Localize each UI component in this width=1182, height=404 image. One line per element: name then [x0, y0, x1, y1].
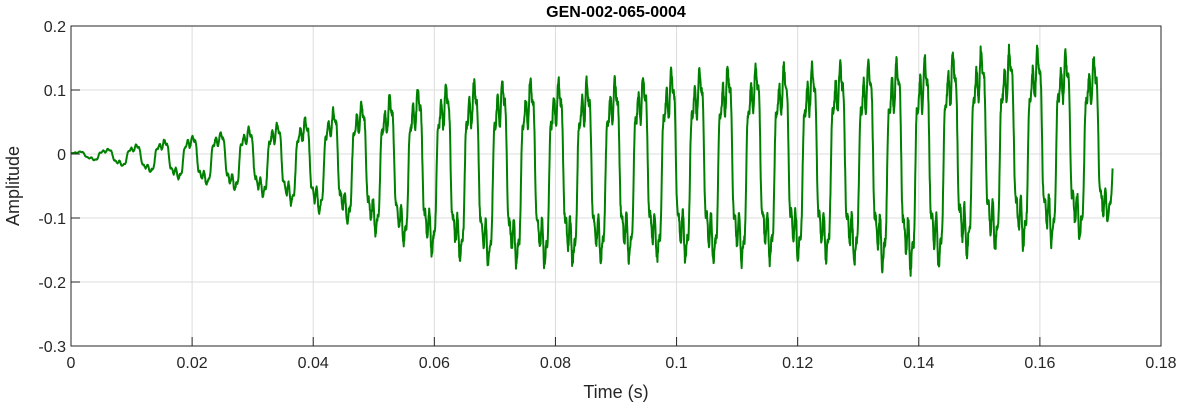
x-tick-label: 0.12 — [782, 355, 813, 372]
x-tick-label: 0.04 — [298, 355, 329, 372]
x-tick-label: 0.14 — [903, 355, 934, 372]
x-axis: 0 0.02 0.04 0.06 0.08 0.1 0.12 0.14 0.16 0.18 — [67, 337, 1177, 372]
x-tick-label: 0.02 — [177, 355, 208, 372]
x-tick-label: 0.16 — [1024, 355, 1055, 372]
x-tick-label: 0.18 — [1145, 355, 1176, 372]
chart-title: GEN-002-065-0004 — [546, 4, 686, 21]
x-tick-label: 0.1 — [665, 355, 687, 372]
y-tick-label: 0 — [57, 147, 66, 164]
y-tick-label: 0.1 — [44, 83, 66, 100]
x-tick-label: 0 — [67, 355, 76, 372]
x-tick-label: 0.08 — [540, 355, 571, 372]
plot-frame — [70, 25, 1162, 347]
signal-line — [70, 43, 1114, 277]
x-tick-label: 0.06 — [419, 355, 450, 372]
y-tick-label: -0.2 — [38, 275, 66, 292]
y-tick-label: -0.1 — [38, 211, 66, 228]
signal-series — [70, 43, 1114, 277]
y-tick-label: -0.3 — [38, 339, 66, 356]
y-tick-label: 0.2 — [44, 19, 66, 36]
y-axis-label: Amplitude — [3, 146, 23, 226]
x-axis-label: Time (s) — [583, 382, 648, 402]
y-axis: -0.3 -0.2 -0.1 0 0.1 0.2 — [38, 19, 80, 356]
